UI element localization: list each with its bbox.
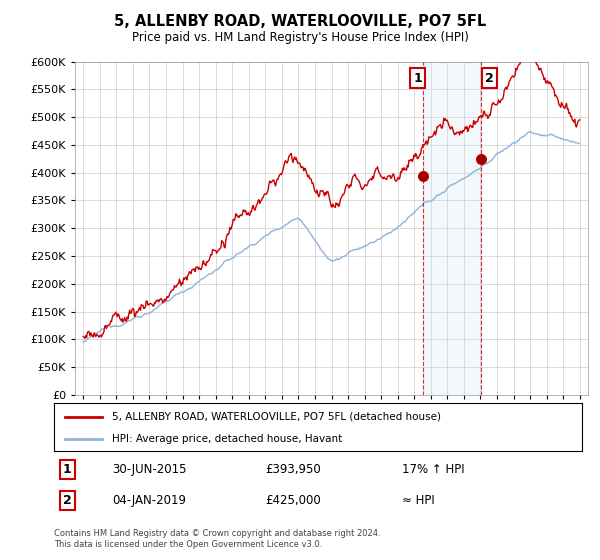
Text: HPI: Average price, detached house, Havant: HPI: Average price, detached house, Hava… [112,434,343,444]
Text: 1: 1 [63,463,71,476]
Text: 17% ↑ HPI: 17% ↑ HPI [403,463,465,476]
Text: Contains HM Land Registry data © Crown copyright and database right 2024.
This d: Contains HM Land Registry data © Crown c… [54,529,380,549]
Text: 2: 2 [63,494,71,507]
Text: Price paid vs. HM Land Registry's House Price Index (HPI): Price paid vs. HM Land Registry's House … [131,31,469,44]
Text: £393,950: £393,950 [265,463,321,476]
Text: 1: 1 [413,72,422,85]
Bar [422,62,481,395]
Text: 2: 2 [485,72,493,85]
Text: 30-JUN-2015: 30-JUN-2015 [112,463,187,476]
Text: 04-JAN-2019: 04-JAN-2019 [112,494,186,507]
Text: 5, ALLENBY ROAD, WATERLOOVILLE, PO7 5FL (detached house): 5, ALLENBY ROAD, WATERLOOVILLE, PO7 5FL … [112,412,441,422]
Text: ≈ HPI: ≈ HPI [403,494,435,507]
Text: 5, ALLENBY ROAD, WATERLOOVILLE, PO7 5FL: 5, ALLENBY ROAD, WATERLOOVILLE, PO7 5FL [114,14,486,29]
Text: £425,000: £425,000 [265,494,321,507]
